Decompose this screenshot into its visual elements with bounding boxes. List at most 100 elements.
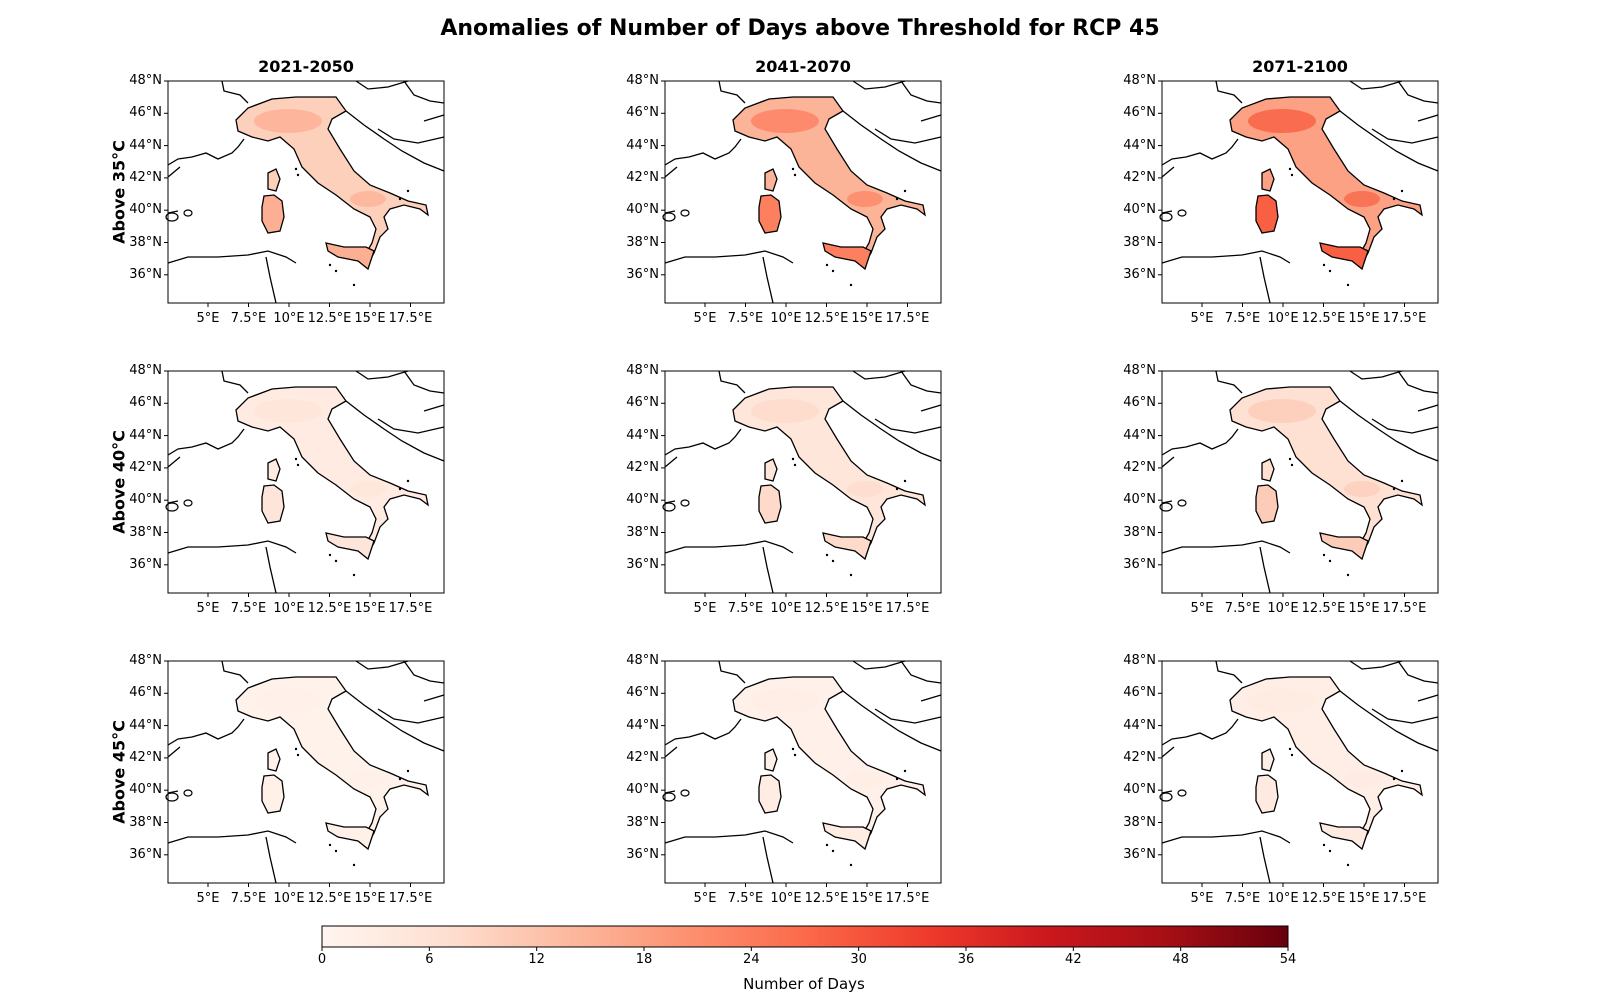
islet <box>406 189 410 193</box>
lon-tick-label: 10°E <box>273 311 305 326</box>
lat-tick-label: 46°N <box>1123 105 1156 121</box>
lon-tick-label: 12.5°E <box>804 601 849 616</box>
islet <box>1177 209 1187 217</box>
lon-tick-label: 5°E <box>693 891 717 906</box>
coastline <box>900 660 942 684</box>
islet <box>334 559 338 563</box>
coastline <box>664 830 794 844</box>
italy-landmass <box>732 676 926 845</box>
islet <box>1290 753 1294 757</box>
islet <box>165 212 179 222</box>
coastline <box>1349 80 1403 90</box>
lat-tick-label: 36°N <box>626 846 659 862</box>
colorbar-tick-label: 48 <box>1172 952 1189 967</box>
italy-landmass <box>1229 386 1423 555</box>
coastline <box>423 694 445 702</box>
coastline <box>1215 80 1243 104</box>
anomaly-hotspot <box>254 109 322 133</box>
coastline <box>762 836 774 884</box>
lat-tick-label: 36°N <box>1123 846 1156 862</box>
coastline <box>1417 694 1439 702</box>
islet <box>849 283 853 287</box>
lon-tick-label: 15°E <box>354 311 386 326</box>
map-panel-r2-c2 <box>662 370 942 594</box>
islet <box>296 463 300 467</box>
lat-tick-label: 42°N <box>129 169 162 185</box>
sicily-landmass <box>822 532 872 561</box>
islet <box>849 863 853 867</box>
sardinia-landmass <box>261 484 285 524</box>
islet <box>662 792 676 802</box>
lat-tick-label: 48°N <box>1123 363 1156 378</box>
lat-tick-label: 36°N <box>1123 266 1156 282</box>
lat-tick-label: 36°N <box>129 266 162 282</box>
coastline <box>1339 690 1439 752</box>
coastline <box>1349 660 1403 670</box>
islet <box>1290 173 1294 177</box>
map-frame <box>167 660 445 884</box>
lat-tick-label: 46°N <box>129 685 162 701</box>
coastline <box>664 540 794 554</box>
lat-tick-label: 46°N <box>1123 685 1156 701</box>
islet <box>398 197 402 201</box>
coastline <box>1339 400 1439 462</box>
islet <box>1159 502 1173 512</box>
sardinia-landmass <box>758 484 782 524</box>
anomaly-hotspot <box>254 689 322 713</box>
lon-tick-label: 5°E <box>196 601 220 616</box>
lon-tick-label: 10°E <box>273 601 305 616</box>
coastline <box>718 370 746 394</box>
lon-tick-label: 17.5°E <box>1382 311 1427 326</box>
islet <box>903 769 907 773</box>
lat-tick-label: 40°N <box>129 492 162 508</box>
italy-landmass <box>732 386 926 555</box>
lat-tick-label: 44°N <box>129 137 162 153</box>
coastline <box>423 114 445 122</box>
islet <box>793 463 797 467</box>
lat-tick-label: 42°N <box>1123 169 1156 185</box>
anomaly-hotspot <box>847 771 883 787</box>
map-frame <box>1161 80 1439 304</box>
lat-tick-label: 42°N <box>626 749 659 765</box>
lon-tick-label: 5°E <box>196 891 220 906</box>
islet <box>296 173 300 177</box>
coastline <box>221 80 249 104</box>
coastline <box>664 718 742 746</box>
coastline <box>920 114 942 122</box>
sardinia-landmass <box>261 774 285 814</box>
islet <box>1392 777 1396 781</box>
islet <box>328 843 332 847</box>
lon-tick-label: 17.5°E <box>885 601 930 616</box>
coastline <box>1397 370 1439 394</box>
lat-tick-label: 48°N <box>1123 653 1156 668</box>
coastline <box>265 836 277 884</box>
islet <box>165 502 179 512</box>
coastline <box>1161 830 1291 844</box>
coastline <box>900 80 942 104</box>
islet <box>294 167 298 171</box>
lat-tick-label: 40°N <box>1123 782 1156 798</box>
coastline <box>221 370 249 394</box>
anomaly-hotspot <box>1344 481 1380 497</box>
map-frame <box>664 370 942 594</box>
sardinia-landmass <box>1255 774 1279 814</box>
lat-tick-label: 36°N <box>129 556 162 572</box>
lon-tick-label: 7.5°E <box>727 311 764 326</box>
islet <box>791 457 795 461</box>
coastline <box>1339 110 1439 172</box>
colorbar-tick-label: 12 <box>528 952 545 967</box>
coastline <box>1161 428 1239 456</box>
sardinia-landmass <box>758 774 782 814</box>
lat-tick-label: 38°N <box>129 814 162 830</box>
lat-tick-label: 40°N <box>129 202 162 218</box>
map-panel-r1-c3 <box>1159 80 1439 304</box>
lat-tick-label: 46°N <box>129 395 162 411</box>
coastline <box>167 210 179 214</box>
lat-tick-label: 42°N <box>129 459 162 475</box>
lat-tick-label: 36°N <box>1123 556 1156 572</box>
coastline <box>874 128 942 144</box>
coastline <box>842 110 942 172</box>
corsica-landmass <box>267 748 281 772</box>
coastline <box>874 418 942 434</box>
colorbar-tick-label: 36 <box>957 952 975 967</box>
